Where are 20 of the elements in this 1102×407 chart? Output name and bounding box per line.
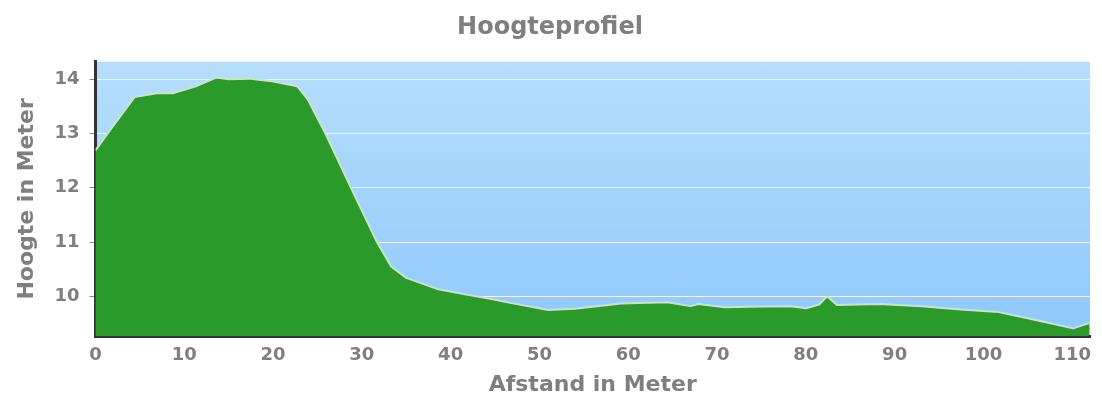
x-tick-label: 70 (704, 343, 730, 365)
y-tick-label: 14 (54, 66, 80, 88)
y-tick-label: 12 (54, 175, 80, 197)
x-tick-label: 110 (1053, 343, 1092, 365)
x-tick-label: 40 (438, 343, 464, 365)
x-tick-label: 90 (882, 343, 908, 365)
y-axis-title: Hoogte in Meter (12, 98, 38, 300)
y-tick-label: 13 (54, 121, 80, 143)
x-tick-label: 10 (171, 343, 197, 365)
x-tick-label: 20 (260, 343, 286, 365)
x-tick-label: 30 (349, 343, 375, 365)
x-axis-title: Afstand in Meter (488, 370, 697, 396)
x-tick-label: 60 (615, 343, 641, 365)
x-tick-label: 100 (964, 343, 1003, 365)
y-tick-label: 10 (54, 284, 80, 306)
chart-title: Hoogteprofiel (457, 11, 643, 40)
x-tick-label: 50 (526, 343, 552, 365)
x-tick-label: 0 (89, 343, 102, 365)
x-tick-label: 80 (793, 343, 819, 365)
y-tick-label: 11 (54, 229, 80, 251)
